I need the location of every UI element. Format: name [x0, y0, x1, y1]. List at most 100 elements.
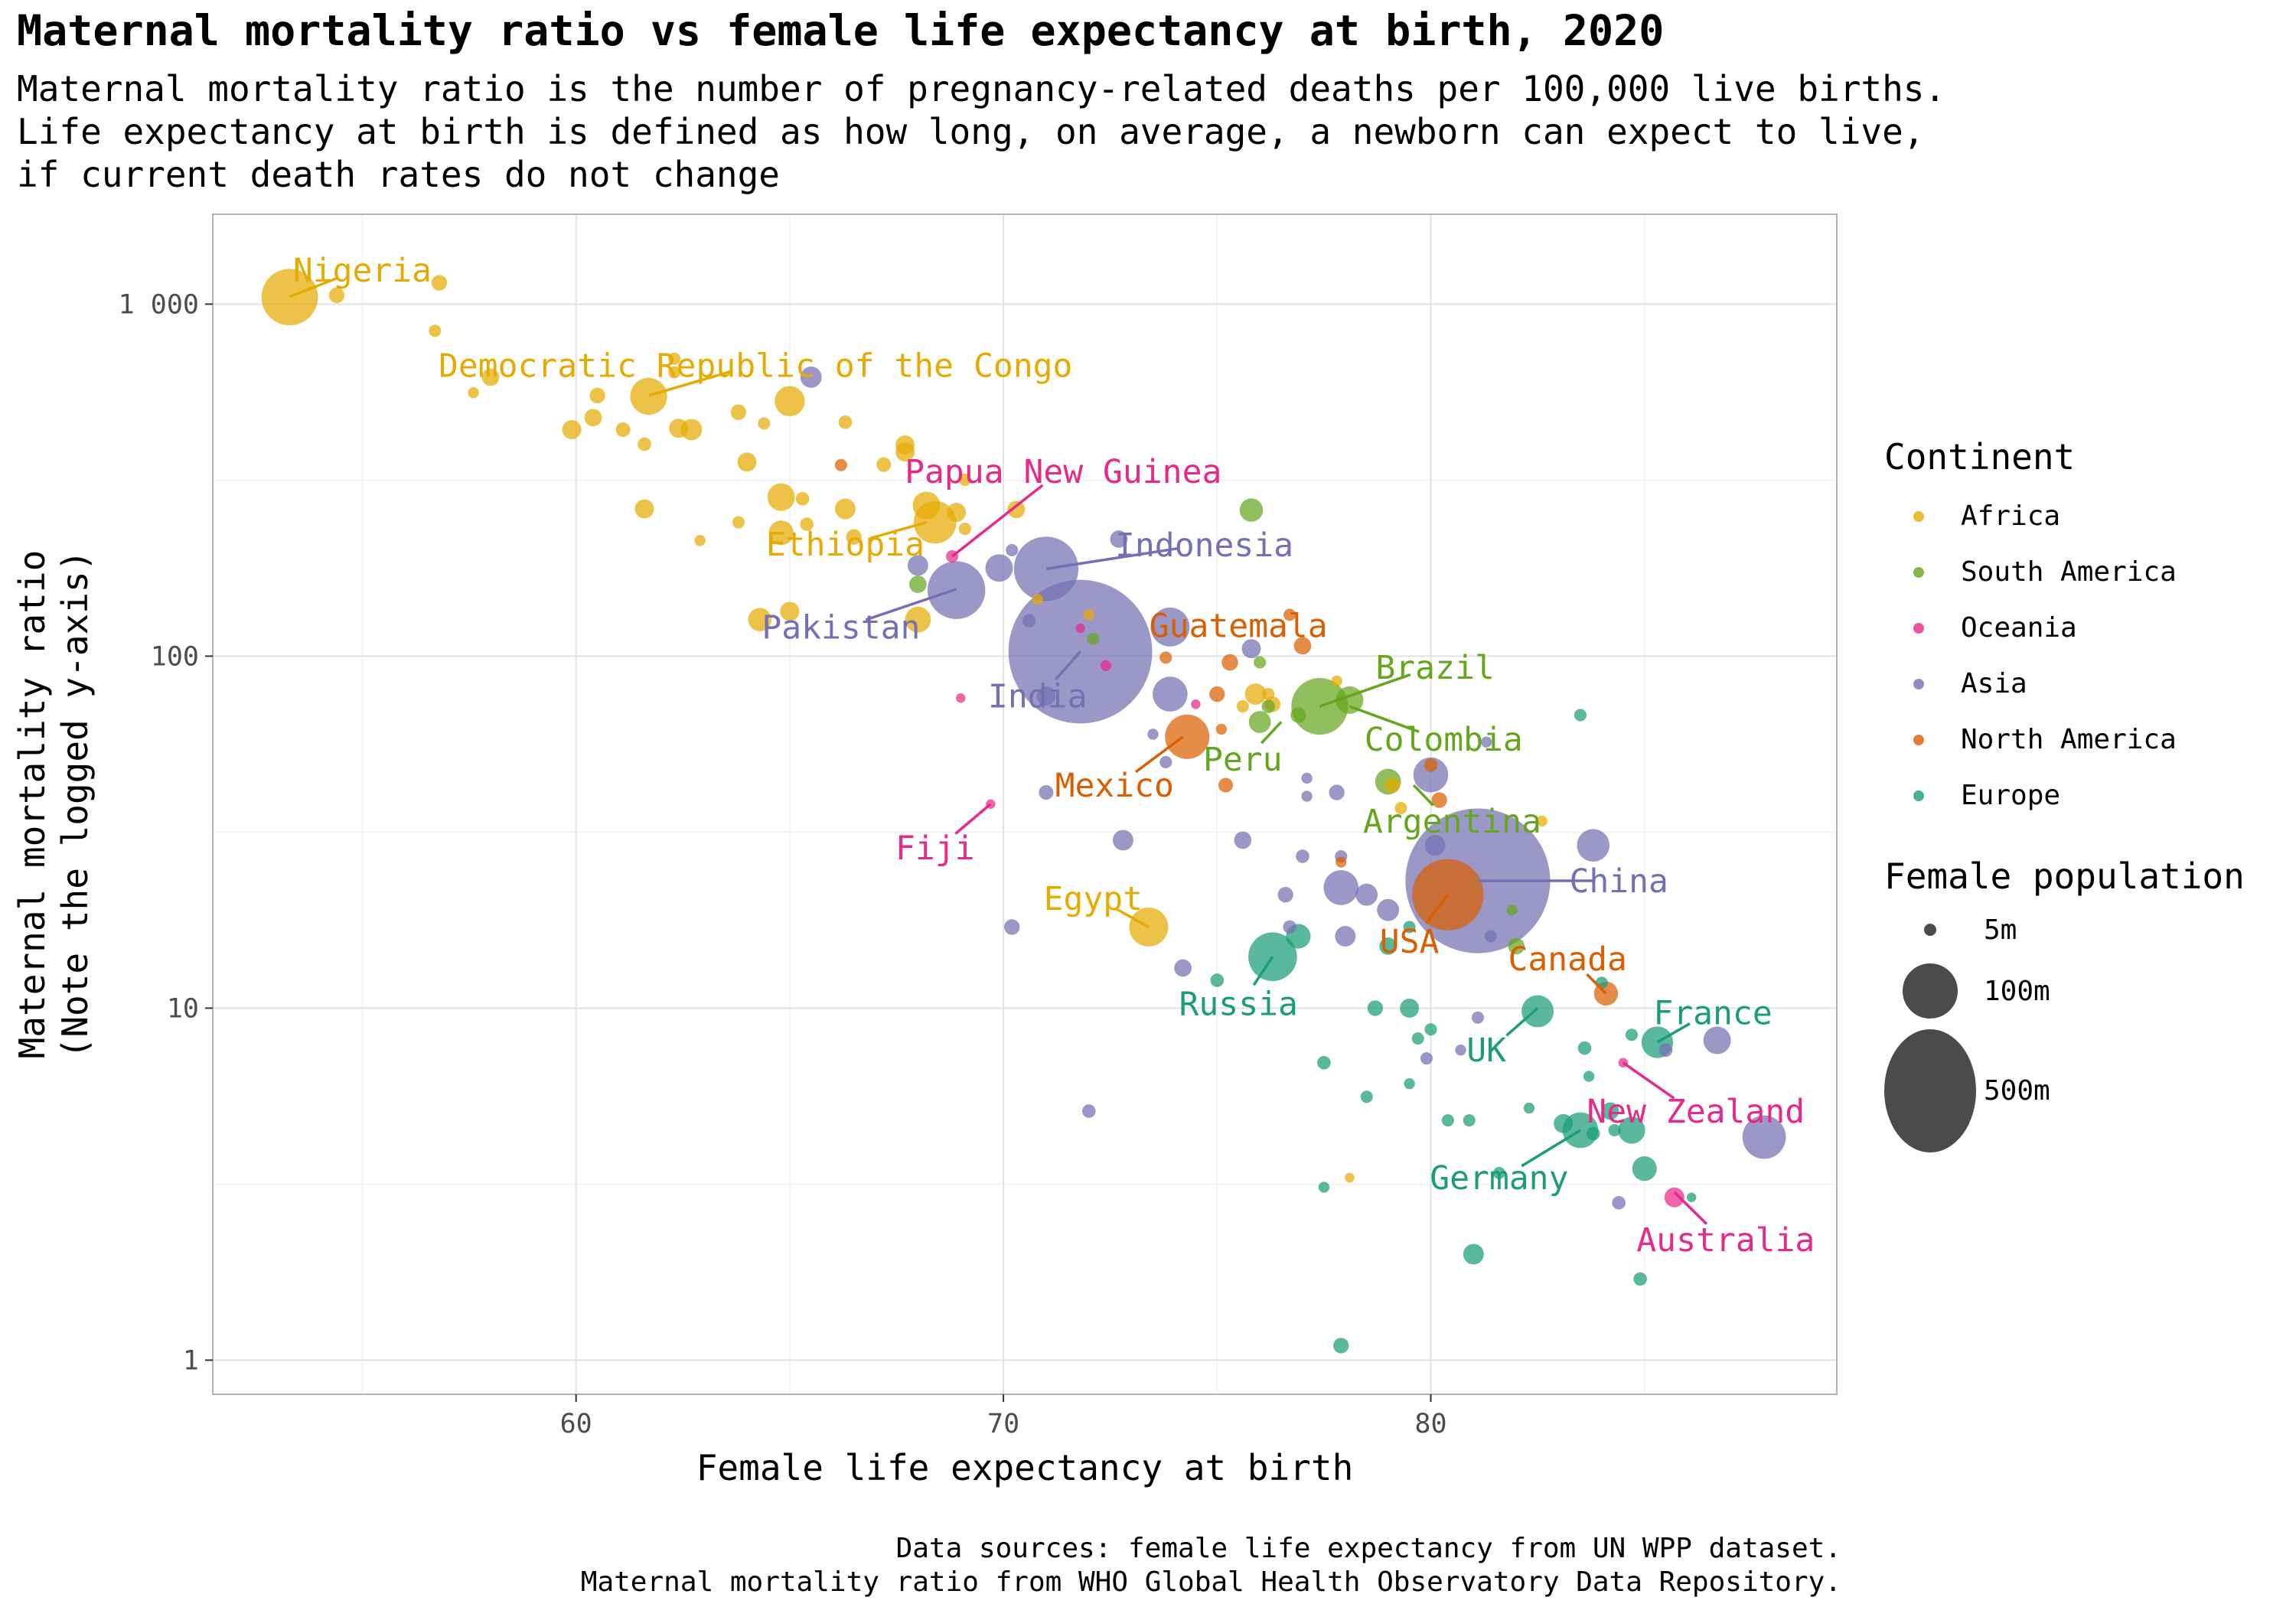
point-label: Peru	[1203, 741, 1283, 779]
size-legend-entry: 100m	[1884, 958, 2245, 1024]
data-point	[905, 606, 931, 633]
point-label: Fiji	[895, 830, 975, 868]
data-point	[947, 503, 967, 523]
point-label: USA	[1380, 923, 1440, 961]
legend-label: Africa	[1961, 500, 2061, 532]
size-legend-circle	[1884, 1029, 1976, 1152]
size-legend-title: Female population	[1884, 856, 2245, 897]
data-point	[985, 554, 1013, 582]
data-point	[1004, 919, 1020, 935]
label-leader-line	[1045, 546, 1179, 571]
data-point	[1404, 1077, 1415, 1090]
data-point	[1742, 1115, 1786, 1159]
size-legend-circle	[1903, 963, 1958, 1019]
y-tick-label: 1	[183, 1345, 199, 1376]
axis-ticks: 60 70 80 1 10 100 1 000	[119, 289, 1447, 1439]
data-point	[1554, 1113, 1574, 1133]
data-point	[1521, 995, 1554, 1028]
data-point	[1301, 790, 1313, 802]
data-point	[956, 693, 966, 703]
y-axis-subtitle: (Note the logged y-axis)	[54, 550, 96, 1059]
data-point	[1006, 543, 1019, 557]
data-point	[1036, 686, 1056, 706]
data-point	[1241, 639, 1261, 659]
data-point	[748, 608, 772, 631]
data-point	[1296, 849, 1309, 863]
label-leader-line	[1505, 1007, 1539, 1037]
data-point	[767, 483, 795, 511]
chart-subtitle: Maternal mortality ratio is the number o…	[17, 67, 1945, 196]
point-label: Ethiopia	[766, 526, 925, 564]
data-point	[1218, 777, 1233, 793]
data-point	[1686, 1192, 1697, 1202]
data-point	[1159, 651, 1172, 664]
y-tick-label: 10	[167, 993, 199, 1024]
legend-label: Europe	[1961, 780, 2061, 811]
legend-key	[1884, 678, 1953, 689]
data-point	[909, 575, 927, 593]
data-point	[1480, 736, 1492, 748]
chart-title: Maternal mortality ratio vs female life …	[17, 6, 1665, 55]
data-point	[1022, 614, 1036, 628]
data-point	[1159, 755, 1172, 768]
data-point	[1424, 835, 1446, 856]
data-point	[1215, 723, 1228, 735]
data-point	[1577, 1041, 1592, 1055]
data-point	[1261, 699, 1276, 713]
data-point	[1431, 792, 1447, 808]
point-labels: Nigeria Democratic Republic of the Congo P…	[289, 252, 1815, 1260]
data-point	[1403, 921, 1416, 934]
y-tick-label: 100	[151, 641, 199, 672]
data-point	[1420, 1051, 1433, 1065]
data-point	[1317, 1055, 1331, 1070]
data-point	[737, 452, 757, 472]
legend-label: Asia	[1961, 668, 2027, 699]
point-label: Brazil	[1375, 649, 1494, 687]
size-legend-key	[1884, 1029, 1976, 1152]
size-legend-label: 500m	[1984, 1074, 2050, 1107]
label-leader-line	[951, 484, 1044, 558]
label-leader-line	[1622, 1061, 1675, 1100]
data-point	[1463, 1244, 1484, 1265]
data-point	[669, 419, 689, 438]
label-leader-line	[1673, 1191, 1708, 1225]
data-point	[1632, 1156, 1657, 1182]
legend-entry: Africa	[1884, 488, 2245, 544]
size-legend-circle	[1923, 923, 1937, 937]
data-point	[1248, 711, 1271, 733]
plot-panel	[212, 214, 1838, 1395]
data-point	[584, 409, 602, 427]
legend-key	[1884, 734, 1953, 745]
data-point	[1411, 1032, 1424, 1045]
size-legend-key	[1884, 963, 1976, 1019]
data-point	[1174, 959, 1192, 977]
point-label: Mexico	[1055, 767, 1174, 805]
legend: Continent Africa South America Oceania Asia…	[1884, 436, 2245, 1158]
data-point	[846, 529, 862, 545]
data-point	[912, 491, 941, 520]
data-point	[1110, 530, 1128, 548]
label-leader-line	[1115, 908, 1150, 928]
point-label: UK	[1466, 1032, 1506, 1070]
data-point	[1318, 1182, 1330, 1193]
data-point	[1492, 1166, 1505, 1179]
data-point	[562, 419, 582, 439]
data-point	[775, 386, 805, 416]
data-point	[1612, 1195, 1626, 1210]
data-point	[429, 324, 442, 337]
data-point	[1165, 714, 1210, 759]
label-leader-line	[1349, 705, 1420, 733]
data-point	[1523, 1102, 1535, 1114]
data-point	[1081, 1104, 1096, 1118]
data-point	[1290, 707, 1306, 723]
label-leader-line	[1586, 973, 1607, 995]
label-leader-line	[1054, 650, 1081, 681]
data-point	[1384, 777, 1401, 794]
data-point	[1209, 686, 1225, 702]
data-point	[800, 366, 822, 388]
data-point	[1331, 675, 1342, 687]
point-label: Pakistan	[762, 608, 920, 647]
data-point	[638, 437, 651, 451]
data-point	[1234, 831, 1252, 849]
data-point	[1583, 1071, 1595, 1082]
